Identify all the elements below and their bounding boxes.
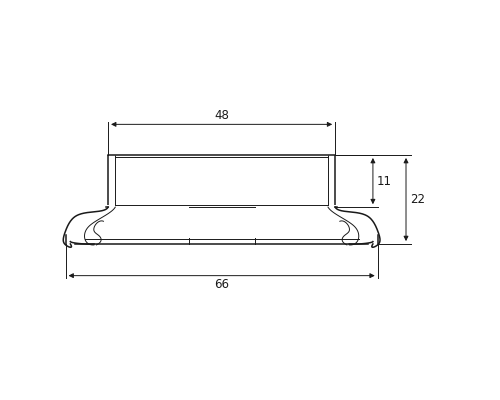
Text: 11: 11 [376, 174, 392, 188]
Text: 22: 22 [410, 193, 425, 206]
Text: 48: 48 [214, 109, 229, 122]
Text: 66: 66 [214, 278, 229, 291]
